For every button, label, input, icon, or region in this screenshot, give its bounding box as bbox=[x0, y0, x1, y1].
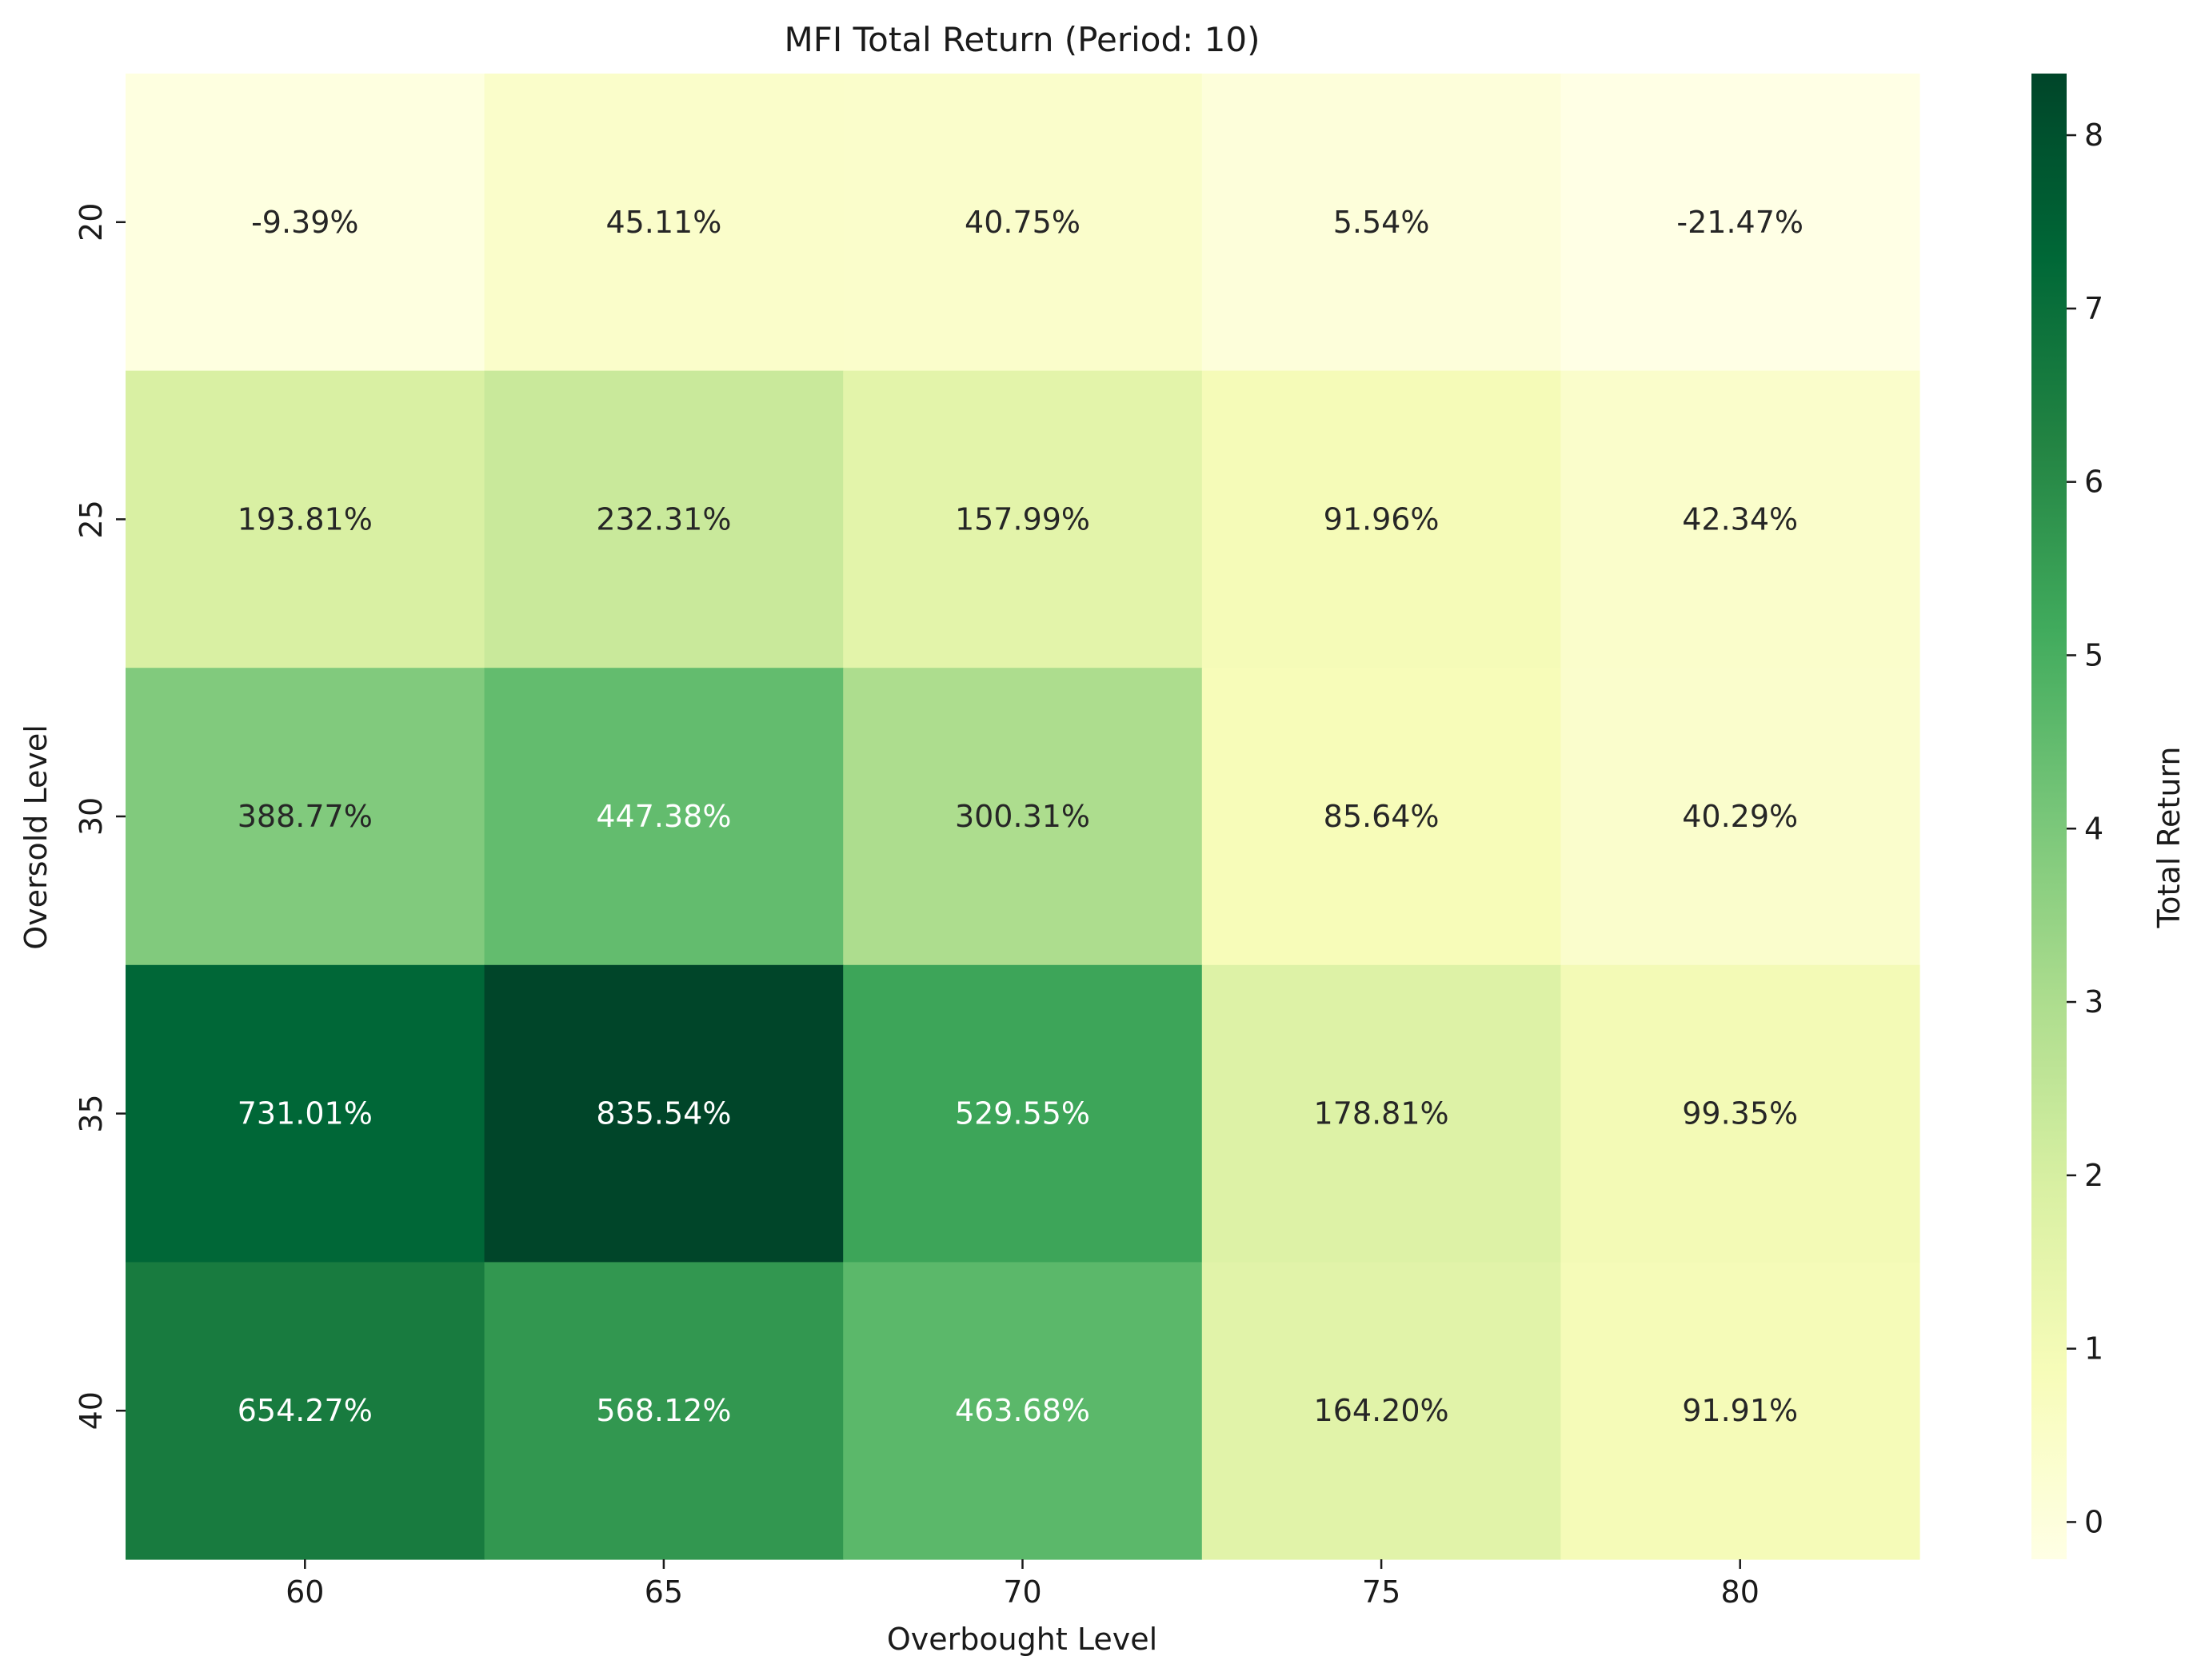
cell-value-label: 232.31% bbox=[596, 501, 731, 537]
cell-value-label: 45.11% bbox=[605, 205, 721, 240]
y-tick-label: 30 bbox=[74, 797, 109, 836]
colorbar-tick-label: 4 bbox=[2084, 811, 2103, 846]
colorbar-tick-label: 6 bbox=[2084, 465, 2103, 500]
cell-value-label: 178.81% bbox=[1314, 1096, 1449, 1131]
heatmap-cell bbox=[484, 964, 844, 1263]
cell-value-label: 5.54% bbox=[1333, 205, 1430, 240]
heatmap-cell bbox=[1201, 370, 1561, 668]
heatmap-cell bbox=[484, 370, 844, 668]
heatmap-cell bbox=[484, 74, 844, 372]
colorbar-tick-label: 7 bbox=[2084, 291, 2103, 326]
heatmap-cell bbox=[1560, 370, 1920, 668]
heatmap-cell bbox=[843, 74, 1203, 372]
cell-value-label: 91.96% bbox=[1324, 501, 1440, 537]
x-axis-label: Overbought Level bbox=[887, 1622, 1157, 1657]
y-tick-label: 25 bbox=[74, 500, 109, 538]
cell-value-label: 40.29% bbox=[1682, 799, 1798, 834]
y-tick-label: 40 bbox=[74, 1391, 109, 1430]
heatmap-cell bbox=[1201, 1262, 1561, 1560]
cell-value-label: 157.99% bbox=[955, 501, 1090, 537]
cell-value-label: 388.77% bbox=[238, 799, 373, 834]
cell-value-label: 463.68% bbox=[955, 1393, 1090, 1428]
y-axis-label: Oversold Level bbox=[18, 724, 54, 950]
heatmap-cell bbox=[1560, 668, 1920, 966]
x-tick-label: 75 bbox=[1362, 1574, 1400, 1610]
heatmap-cell bbox=[843, 370, 1203, 668]
x-tick-label: 70 bbox=[1003, 1574, 1041, 1610]
heatmap-cell bbox=[843, 1262, 1203, 1560]
heatmap-cell bbox=[1201, 668, 1561, 966]
cell-value-label: -21.47% bbox=[1676, 205, 1804, 240]
x-tick-label: 65 bbox=[645, 1574, 683, 1610]
cell-value-label: 91.91% bbox=[1682, 1393, 1798, 1428]
heatmap-cell bbox=[843, 964, 1203, 1263]
heatmap-cell bbox=[1560, 1262, 1920, 1560]
cell-value-label: 40.75% bbox=[965, 205, 1081, 240]
colorbar-tick-label: 5 bbox=[2084, 637, 2103, 672]
cell-value-label: 193.81% bbox=[238, 501, 373, 537]
heatmap-cell bbox=[126, 370, 485, 668]
chart-title: MFI Total Return (Period: 10) bbox=[785, 20, 1260, 59]
colorbar-tick-label: 8 bbox=[2084, 118, 2103, 153]
colorbar-tick-label: 1 bbox=[2084, 1331, 2103, 1367]
cell-value-label: 300.31% bbox=[955, 799, 1090, 834]
heatmap-cell bbox=[1201, 964, 1561, 1263]
y-tick-label: 35 bbox=[74, 1094, 109, 1132]
heatmap-cell bbox=[484, 668, 844, 966]
heatmap-cells: -9.39% 45.11% 40.75% 5.54% -21.47% 193.81% 232… bbox=[126, 74, 1920, 1560]
cell-value-label: -9.39% bbox=[251, 205, 358, 240]
x-axis-ticks: 60 65 70 75 80 bbox=[286, 1559, 1760, 1610]
cell-value-label: 568.12% bbox=[596, 1393, 731, 1428]
heatmap-cell bbox=[1201, 74, 1561, 372]
colorbar-tick-label: 2 bbox=[2084, 1158, 2103, 1193]
heatmap-cell bbox=[126, 668, 485, 966]
colorbar-label: Total Return bbox=[2151, 747, 2187, 929]
heatmap-cell bbox=[484, 1262, 844, 1560]
heatmap-cell bbox=[843, 668, 1203, 966]
x-tick-label: 60 bbox=[286, 1574, 324, 1610]
cell-value-label: 85.64% bbox=[1324, 799, 1440, 834]
heatmap-cell bbox=[126, 1262, 485, 1560]
cell-value-label: 447.38% bbox=[596, 799, 731, 834]
cell-value-label: 529.55% bbox=[955, 1096, 1090, 1131]
colorbar-tick-label: 0 bbox=[2084, 1504, 2103, 1539]
colorbar-gradient bbox=[2031, 74, 2067, 1559]
x-tick-label: 80 bbox=[1721, 1574, 1760, 1610]
y-axis-ticks: 20 25 30 35 40 bbox=[74, 203, 126, 1430]
heatmap-cell bbox=[126, 964, 485, 1263]
y-tick-label: 20 bbox=[74, 203, 109, 241]
cell-value-label: 42.34% bbox=[1682, 501, 1798, 537]
cell-value-label: 99.35% bbox=[1682, 1096, 1798, 1131]
colorbar: 0 1 2 3 4 5 6 7 8 bbox=[2031, 74, 2103, 1559]
heatmap-cell bbox=[1560, 74, 1920, 372]
heatmap-cell bbox=[126, 74, 485, 372]
cell-value-label: 654.27% bbox=[238, 1393, 373, 1428]
cell-value-label: 835.54% bbox=[596, 1096, 731, 1131]
colorbar-tick-label: 3 bbox=[2084, 984, 2103, 1020]
cell-value-label: 164.20% bbox=[1314, 1393, 1449, 1428]
heatmap-cell bbox=[1560, 964, 1920, 1263]
cell-value-label: 731.01% bbox=[238, 1096, 373, 1131]
